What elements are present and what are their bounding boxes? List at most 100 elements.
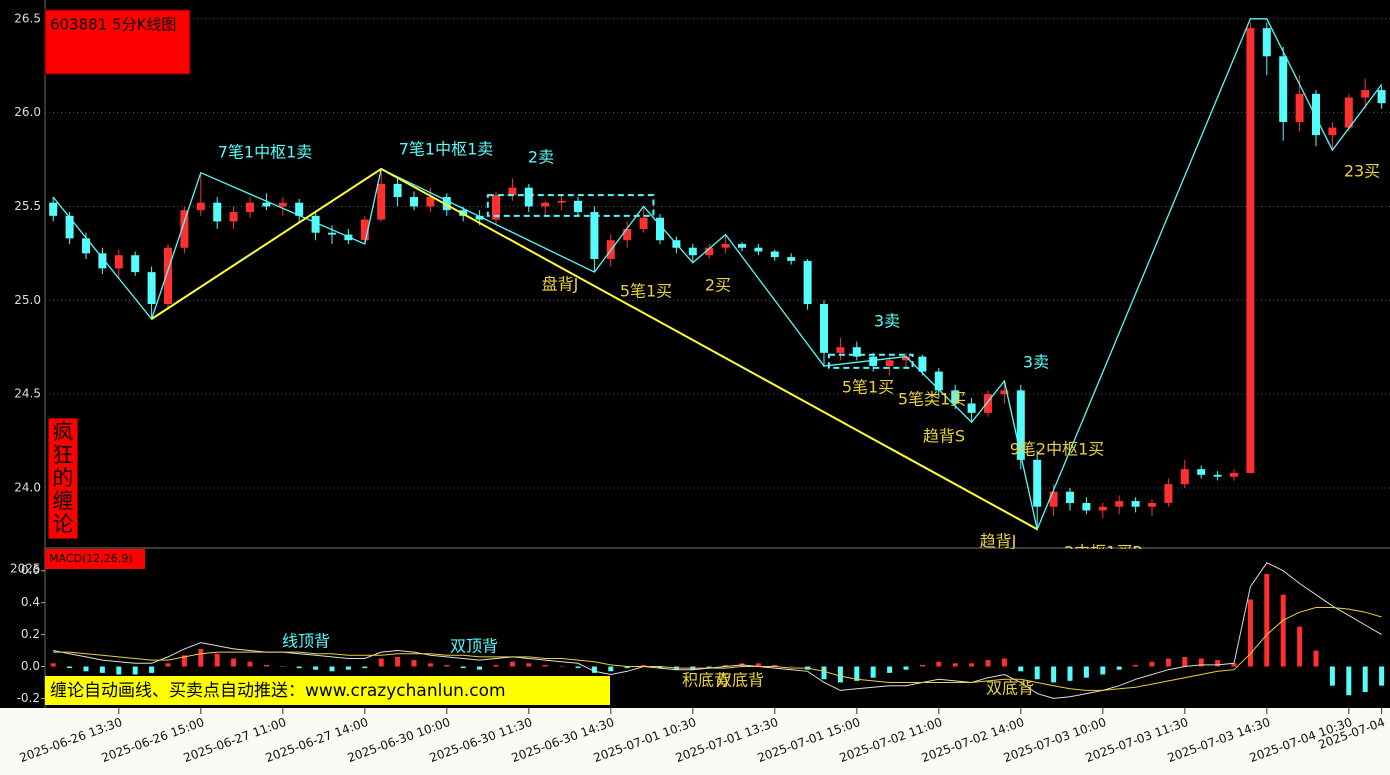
candle-body: [475, 215, 484, 220]
candle-body: [49, 202, 58, 216]
candle-body: [1213, 474, 1222, 477]
macd-bar: [247, 661, 253, 667]
macd-bar: [887, 666, 893, 673]
candle-body: [639, 217, 648, 229]
macd-bar: [280, 666, 286, 668]
candle-body: [590, 212, 599, 259]
macd-bar: [755, 663, 761, 667]
candle-body: [688, 247, 697, 256]
candle-body: [328, 232, 336, 235]
macd-bar: [575, 666, 581, 669]
macd-bar: [181, 655, 187, 667]
candle-body: [1049, 491, 1058, 507]
macd-bar: [444, 664, 450, 667]
candle-body: [656, 217, 664, 241]
candle-body: [1082, 502, 1091, 511]
candle-body: [311, 215, 320, 233]
candle-body: [541, 202, 550, 207]
banner-box: [45, 676, 610, 705]
candle-body: [574, 200, 582, 213]
candle-body: [442, 197, 451, 211]
macd-bar: [132, 666, 138, 675]
segment-line: [151, 167, 1038, 531]
candle-body: [1377, 90, 1386, 104]
macd-tick-label: 0.4: [21, 595, 40, 609]
macd-bar: [1198, 658, 1204, 667]
macd-bar: [263, 664, 269, 667]
macd-bar: [198, 648, 204, 667]
macd-bar: [870, 666, 876, 678]
signal-label: 趋背S: [923, 427, 965, 446]
macd-bar: [165, 663, 171, 667]
candle-body: [1361, 90, 1370, 98]
macd-bar: [969, 663, 975, 667]
y-tick-label: 26.5: [14, 11, 41, 25]
signal-label: 5笔1买: [620, 282, 672, 301]
macd-bar: [1264, 573, 1270, 667]
macd-bar: [149, 666, 155, 673]
macd-bar: [854, 666, 860, 681]
macd-bar: [1165, 658, 1171, 667]
candle-body: [738, 243, 746, 248]
candle-body: [1262, 28, 1271, 57]
macd-bar: [788, 666, 794, 668]
signal-label: 3卖: [1023, 353, 1049, 372]
macd-bar: [1379, 666, 1385, 686]
candle-body: [278, 202, 287, 207]
candle-body: [1295, 93, 1304, 122]
candle-body: [770, 251, 779, 258]
pen-line: [52, 18, 1383, 532]
macd-bar: [67, 666, 73, 669]
macd-bar: [591, 666, 597, 673]
macd-bar: [706, 666, 712, 669]
title-box: [44, 9, 191, 75]
candle-body: [721, 243, 730, 248]
macd-bar: [1313, 650, 1319, 667]
macd-bar: [329, 666, 335, 672]
macd-bar: [985, 660, 991, 667]
signal-label: 5笔类1买: [898, 390, 966, 409]
candle-body: [820, 304, 828, 353]
macd-bar: [1018, 666, 1024, 672]
candle-body: [147, 272, 156, 305]
candle-body: [1312, 93, 1320, 136]
candle-body: [705, 247, 714, 256]
candle-body: [524, 187, 533, 207]
signal-label: 5笔1买: [842, 378, 894, 397]
candle-body: [836, 347, 845, 353]
macd-tick-label: 0.2: [21, 627, 40, 641]
candle-body: [1016, 390, 1025, 460]
candle-body: [803, 260, 812, 305]
candle-body: [918, 356, 927, 372]
macd-bar: [1034, 666, 1040, 680]
candle-body: [262, 202, 271, 207]
candle-body: [852, 347, 861, 357]
macd-bar: [952, 663, 958, 667]
candle-body: [869, 356, 878, 366]
macd-bar: [411, 660, 417, 667]
candle-body: [1098, 506, 1107, 511]
macd-bar: [509, 661, 515, 667]
candle-body: [393, 183, 402, 198]
macd-bar: [1067, 666, 1073, 681]
side-label: 疯狂的缠论: [48, 418, 78, 539]
candle-body: [1000, 390, 1009, 395]
macd-bar: [50, 663, 56, 667]
candle-body: [213, 202, 222, 222]
candle-body: [984, 394, 992, 413]
candle-body: [1328, 127, 1337, 136]
macd-signal-label: 双底背: [986, 679, 1034, 698]
candle-body: [492, 195, 500, 220]
signal-label: 9笔2中枢1买: [1010, 440, 1105, 459]
candle-body: [131, 255, 140, 273]
macd-name-box: [45, 549, 145, 569]
macd-bar: [821, 666, 827, 680]
candle-body: [1246, 28, 1255, 473]
macd-bar: [559, 666, 565, 668]
candle-body: [377, 183, 386, 220]
macd-name: MACD(12,26,9): [49, 552, 133, 565]
signal-label: 7笔1中枢1卖: [399, 140, 494, 159]
candle-body: [934, 371, 943, 391]
